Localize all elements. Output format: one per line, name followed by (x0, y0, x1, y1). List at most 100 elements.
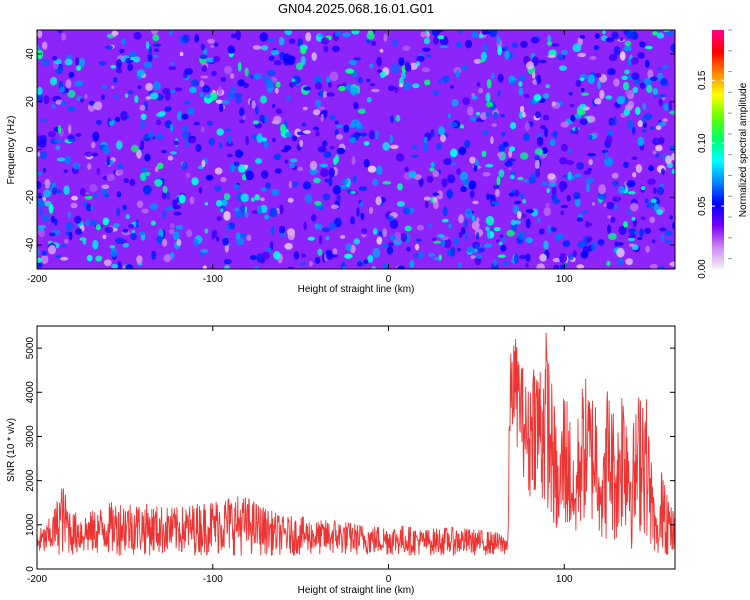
spectrogram-cell (43, 189, 52, 198)
spectrogram-cell (358, 76, 363, 84)
spectrogram-cell (37, 86, 43, 96)
spectrogram-cell (574, 126, 579, 135)
spectrogram-cell (173, 211, 182, 216)
spectrogram-cell (455, 69, 461, 78)
spectrogram-cell (166, 191, 171, 201)
spectrogram-cell (303, 86, 311, 91)
spectrogram-cell (101, 94, 105, 101)
spectrogram-cell (608, 232, 617, 240)
spectrogram-cell (39, 208, 43, 216)
spectrogram-cell (657, 122, 667, 127)
spectrogram-cell (425, 198, 429, 209)
spectrogram-cell (139, 104, 146, 111)
spectrogram-cell (199, 80, 205, 88)
spectrogram-cell (400, 72, 406, 80)
spectrogram-cell (510, 219, 516, 226)
spectrogram-cell (214, 167, 223, 175)
spectrogram-cell (672, 44, 675, 50)
spectrogram-cell (106, 173, 115, 182)
spectrogram-cell (625, 258, 633, 266)
spectrogram-cell (456, 41, 462, 48)
spectrogram-cell (544, 127, 548, 138)
spectrogram-cell (458, 262, 462, 269)
spectrogram-cell (374, 130, 379, 140)
spectrogram-cell (456, 168, 461, 175)
spectrogram-cell (655, 144, 663, 152)
spectrogram-cell (70, 202, 78, 209)
spectrogram-cell (423, 196, 431, 201)
spectrogram-cell (641, 129, 648, 133)
spectrogram-cell (245, 170, 254, 181)
spectrogram-cell (642, 102, 647, 111)
spectrogram-cell (150, 92, 159, 100)
spectrogram-x-tick-label: -200 (27, 274, 47, 285)
spectrogram-cell (567, 171, 572, 180)
spectrogram-cell (220, 77, 227, 82)
spectrogram-cell (268, 55, 275, 62)
spectrogram-cells (37, 30, 675, 269)
spectrogram-cell (102, 217, 109, 226)
spectrogram-cell (328, 82, 332, 88)
spectrogram-cell (68, 232, 73, 241)
spectrogram-cell (565, 160, 575, 165)
spectrogram-cell (205, 94, 211, 99)
spectrogram-cell (639, 228, 644, 237)
spectrogram-cell (438, 78, 443, 84)
spectrogram-cell (234, 207, 239, 212)
spectrogram-cell (178, 194, 186, 204)
spectrogram-cell (587, 152, 596, 157)
spectrogram-cell (386, 246, 394, 255)
spectrogram-cell (305, 32, 312, 42)
spectrogram-cell (480, 112, 488, 121)
spectrogram-cell (313, 126, 319, 131)
spectrogram-cell (613, 204, 618, 211)
spectrogram-cell (670, 146, 675, 152)
spectrogram-cell (482, 129, 489, 137)
spectrogram-cell (476, 232, 480, 241)
spectrogram-cell (275, 81, 281, 88)
spectrogram-cell (330, 204, 339, 209)
spectrogram-cell (104, 259, 112, 267)
spectrogram-cell (214, 185, 222, 192)
spectrogram-cell (201, 126, 205, 133)
spectrogram-cell (334, 120, 339, 125)
spectrogram-cell (597, 191, 607, 200)
snr-y-tick-label: 3000 (25, 425, 36, 448)
spectrogram-cell (252, 45, 261, 50)
spectrogram-cell (599, 89, 605, 100)
spectrogram-cell (559, 253, 568, 264)
spectrogram-cell (478, 33, 484, 39)
spectrogram-cell (322, 193, 331, 201)
spectrogram-cell (293, 251, 300, 260)
spectrogram-cell (438, 254, 442, 261)
spectrogram-cell (311, 214, 317, 222)
spectrogram-cell (44, 178, 51, 189)
spectrogram-cell (656, 66, 663, 71)
spectrogram-cell (319, 206, 324, 211)
spectrogram-cell (79, 187, 86, 197)
spectrogram-cell (341, 178, 349, 185)
spectrogram-cell (80, 98, 84, 103)
spectrogram-cell (663, 30, 670, 33)
spectrogram-cell (53, 218, 58, 226)
spectrogram-cell (430, 129, 435, 138)
spectrogram-cell (261, 251, 271, 260)
spectrogram-cell (496, 35, 501, 45)
spectrogram-cell (613, 78, 620, 87)
spectrogram-cell (559, 184, 565, 193)
spectrogram-cell (273, 60, 282, 66)
spectrogram-cell (227, 135, 232, 144)
spectrogram-cell (283, 145, 292, 151)
spectrogram-cell (319, 163, 329, 168)
spectrogram-cell (37, 171, 42, 176)
spectrogram-cell (233, 184, 241, 189)
spectrogram-cell (145, 41, 150, 50)
spectrogram-cell (48, 244, 56, 255)
snr-y-axis-label: SNR (10 * v/v) (6, 418, 17, 482)
spectrogram-cell (481, 30, 489, 35)
spectrogram-cell (618, 185, 625, 195)
spectrogram-cell (432, 90, 439, 97)
spectrogram-cell (268, 37, 275, 42)
spectrogram-cell (201, 65, 208, 72)
spectrogram-cell (552, 257, 561, 263)
